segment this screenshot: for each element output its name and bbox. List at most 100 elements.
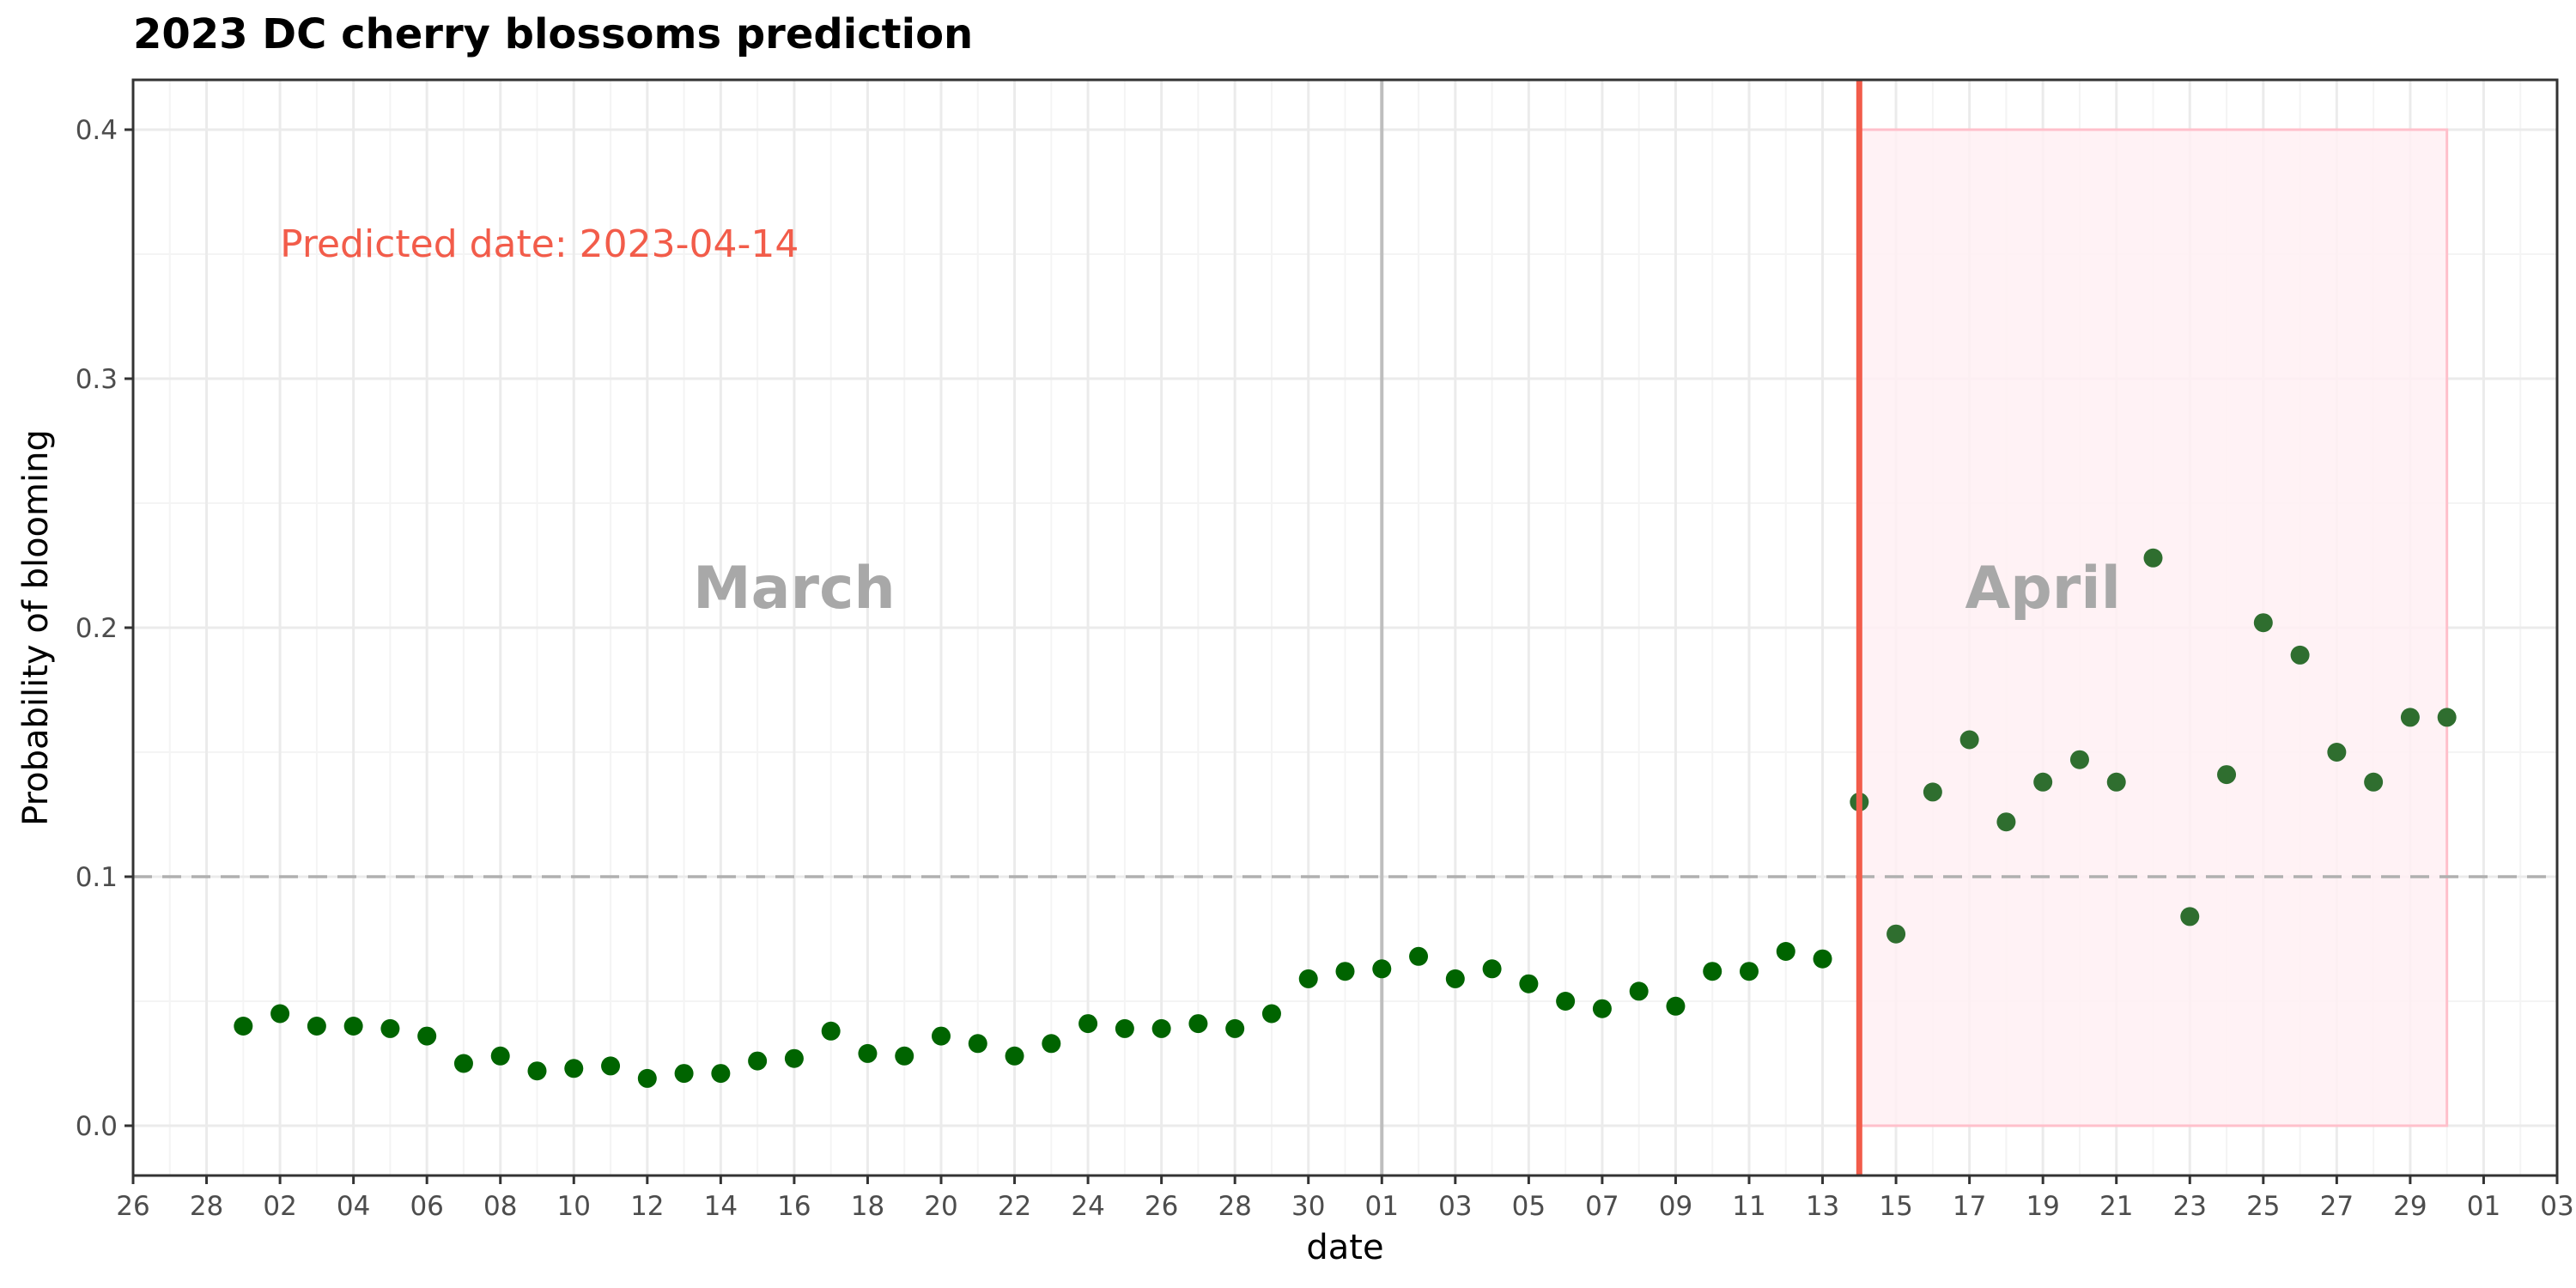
data-point — [234, 1017, 253, 1036]
data-point — [380, 1018, 400, 1038]
data-point — [1959, 730, 1979, 750]
data-point — [1996, 812, 2016, 832]
data-point — [307, 1017, 326, 1036]
data-point — [270, 1004, 290, 1024]
x-tick-label: 28 — [190, 1191, 223, 1222]
x-tick-label: 27 — [2320, 1191, 2354, 1222]
data-points — [234, 548, 2457, 1088]
data-point — [1776, 942, 1795, 961]
x-tick-label: 03 — [1438, 1191, 1472, 1222]
data-point — [711, 1064, 731, 1084]
month-label: April — [1965, 555, 2120, 623]
data-point — [2327, 743, 2347, 762]
data-point — [564, 1059, 584, 1078]
x-tick-label: 14 — [704, 1191, 738, 1222]
data-point — [1923, 782, 1942, 802]
x-tick-label: 24 — [1071, 1191, 1104, 1222]
highlight-window-rect — [1857, 128, 2449, 1127]
data-point — [1335, 962, 1355, 981]
data-point — [1225, 1018, 1245, 1038]
data-point — [1740, 962, 1759, 981]
data-point — [1556, 992, 1576, 1011]
x-tick-label: 20 — [924, 1191, 957, 1222]
data-point — [2033, 772, 2053, 792]
x-tick-label: 03 — [2540, 1191, 2573, 1222]
data-point — [748, 1051, 768, 1071]
reference-lines — [133, 80, 2557, 1176]
x-tick-label: 19 — [2026, 1191, 2059, 1222]
data-point — [1666, 996, 1686, 1016]
x-tick-label: 21 — [2099, 1191, 2133, 1222]
data-point — [1703, 962, 1722, 981]
data-point — [1482, 959, 1502, 979]
data-point — [1813, 949, 1832, 969]
data-point — [2253, 613, 2273, 633]
x-tick-label: 06 — [410, 1191, 443, 1222]
data-point — [821, 1021, 841, 1041]
data-point — [1115, 1018, 1134, 1038]
data-point — [1298, 969, 1318, 988]
predicted-date-annotation: Predicted date: 2023-04-14 — [280, 222, 799, 266]
y-axis-title: Probability of blooming — [16, 429, 56, 826]
data-point — [784, 1048, 804, 1068]
x-tick-label: 02 — [263, 1191, 296, 1222]
data-point — [1629, 981, 1649, 1001]
x-axis: 26 28 02 04 06 08 10 12 14 16 18 20 22 24 26 28 30 01 03 05… — [116, 1176, 2574, 1222]
x-tick-label: 30 — [1291, 1191, 1325, 1222]
data-point — [2180, 907, 2200, 927]
data-point — [2106, 772, 2126, 792]
data-point — [2069, 750, 2089, 769]
data-point — [1042, 1034, 1061, 1054]
data-point — [968, 1034, 987, 1054]
y-tick-label: 0.0 — [76, 1111, 118, 1142]
data-point — [1005, 1046, 1024, 1066]
data-point — [1261, 1004, 1281, 1024]
x-tick-label: 13 — [1806, 1191, 1839, 1222]
data-point — [1886, 924, 1906, 944]
x-tick-label: 18 — [851, 1191, 884, 1222]
data-point — [1519, 974, 1539, 993]
x-tick-label: 16 — [777, 1191, 811, 1222]
x-tick-label: 23 — [2173, 1191, 2207, 1222]
data-point — [2364, 772, 2384, 792]
x-tick-label: 22 — [998, 1191, 1031, 1222]
data-point — [1445, 969, 1465, 988]
data-point — [417, 1026, 437, 1046]
month-label: March — [693, 555, 896, 623]
data-point — [343, 1017, 363, 1036]
data-point — [2217, 765, 2237, 785]
x-tick-label: 08 — [483, 1191, 517, 1222]
data-point — [2143, 548, 2163, 568]
x-tick-label: 28 — [1218, 1191, 1251, 1222]
data-point — [858, 1043, 878, 1063]
x-tick-label: 11 — [1732, 1191, 1765, 1222]
x-tick-label: 26 — [1145, 1191, 1178, 1222]
chart-title: 2023 DC cherry blossoms prediction — [133, 10, 973, 58]
data-point — [527, 1061, 547, 1081]
data-point — [895, 1046, 914, 1066]
x-tick-label: 15 — [1879, 1191, 1912, 1222]
y-tick-label: 0.4 — [76, 115, 118, 146]
data-point — [1151, 1018, 1171, 1038]
y-tick-label: 0.1 — [76, 862, 118, 893]
x-tick-label: 17 — [1953, 1191, 1986, 1222]
x-tick-label: 04 — [337, 1191, 370, 1222]
x-tick-label: 10 — [557, 1191, 591, 1222]
x-tick-label: 09 — [1659, 1191, 1692, 1222]
data-point — [1592, 999, 1612, 1018]
data-point — [601, 1056, 621, 1076]
x-tick-label: 26 — [116, 1191, 149, 1222]
data-point — [490, 1046, 510, 1066]
x-tick-label: 05 — [1512, 1191, 1546, 1222]
data-point — [674, 1064, 694, 1084]
predicted-bloom-window — [1857, 128, 2449, 1127]
data-point — [932, 1026, 951, 1046]
x-tick-label: 12 — [630, 1191, 664, 1222]
x-tick-label: 01 — [2467, 1191, 2500, 1222]
x-tick-label: 07 — [1585, 1191, 1619, 1222]
data-point — [1188, 1014, 1208, 1034]
data-point — [2290, 645, 2310, 665]
x-tick-label: 01 — [1365, 1191, 1399, 1222]
y-tick-label: 0.2 — [76, 613, 118, 644]
